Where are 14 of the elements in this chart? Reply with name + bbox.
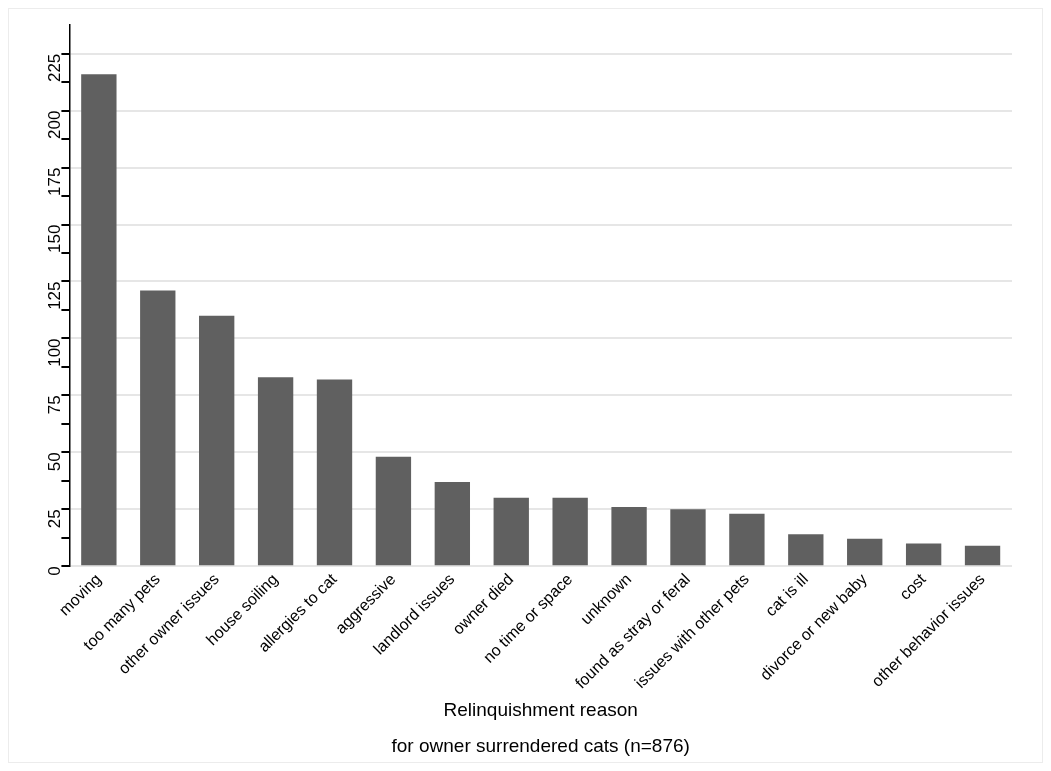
y-tick-label: 25 <box>45 509 65 529</box>
x-axis-title: Relinquishment reason <box>443 698 638 720</box>
x-tick-label: cost <box>896 569 930 603</box>
y-tick-label: 225 <box>45 53 65 83</box>
y-tick-label: 0 <box>45 566 65 576</box>
y-tick-label: 50 <box>45 452 65 472</box>
y-tick-label: 175 <box>45 167 65 196</box>
y-tick-label: 75 <box>45 395 65 415</box>
y-tick-label: 125 <box>45 281 65 310</box>
x-tick-label: cat is ill <box>761 570 812 620</box>
text: for owner surrendered cats (n=876) <box>391 734 690 756</box>
y-tick-label: 100 <box>45 338 65 367</box>
y-tick-label: 150 <box>45 224 65 253</box>
y-tick-label: 200 <box>45 110 65 139</box>
